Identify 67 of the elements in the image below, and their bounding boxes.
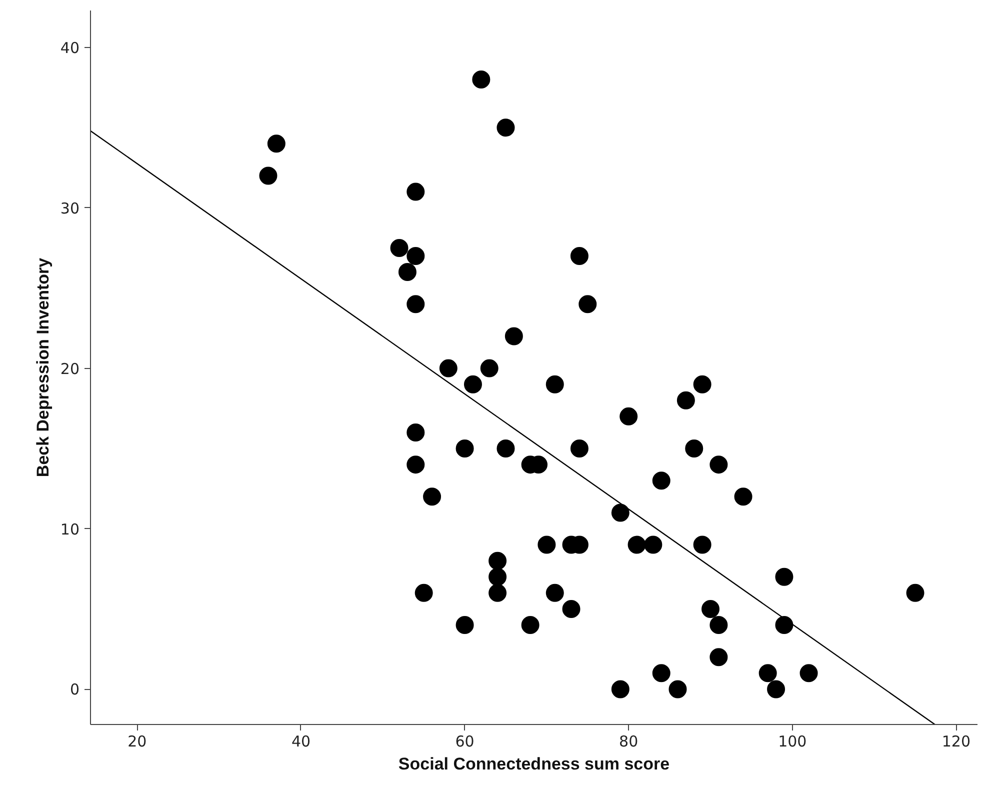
x-axis-title: Social Connectedness sum score	[398, 754, 670, 774]
y-tick-label: 0	[70, 680, 80, 699]
point	[652, 664, 670, 682]
y-tick-label: 20	[60, 360, 80, 378]
point	[406, 424, 425, 442]
point	[406, 295, 425, 314]
point	[546, 375, 564, 394]
point	[668, 680, 687, 698]
point	[546, 584, 564, 602]
point	[676, 391, 695, 410]
point	[652, 472, 670, 490]
point	[611, 680, 630, 698]
point	[775, 616, 794, 634]
point	[800, 664, 818, 682]
point	[620, 407, 638, 426]
point	[406, 182, 425, 201]
point	[693, 536, 712, 554]
x-tick-label: 60	[455, 732, 474, 750]
point	[398, 263, 416, 282]
point	[570, 440, 588, 458]
point	[702, 600, 720, 618]
point	[439, 359, 458, 378]
point	[685, 440, 704, 458]
point	[488, 584, 507, 602]
point	[488, 568, 507, 586]
point	[464, 375, 482, 394]
point	[538, 536, 556, 554]
point	[406, 456, 425, 474]
y-tick-label: 40	[60, 38, 80, 57]
point	[767, 680, 786, 698]
point	[521, 616, 540, 634]
point	[488, 552, 507, 570]
point	[570, 247, 588, 265]
point	[390, 238, 408, 257]
point	[578, 295, 597, 314]
point	[644, 536, 662, 554]
point	[456, 440, 474, 458]
point	[710, 648, 728, 666]
point	[423, 488, 442, 506]
point	[611, 504, 630, 522]
y-tick-label: 10	[60, 520, 80, 538]
x-tick-label: 120	[942, 732, 971, 750]
y-tick-label: 30	[60, 199, 80, 218]
point	[693, 375, 712, 394]
point	[710, 456, 728, 474]
point	[267, 134, 286, 153]
point	[775, 568, 794, 586]
point	[710, 616, 728, 634]
point	[628, 536, 646, 554]
point	[456, 616, 474, 634]
point	[906, 584, 924, 602]
x-tick-label: 40	[291, 732, 311, 750]
point	[504, 327, 523, 346]
y-axis-title: Beck Depression Inventory	[33, 257, 52, 478]
point	[259, 166, 278, 185]
point	[414, 584, 433, 602]
point	[406, 247, 425, 265]
x-tick-label: 80	[619, 732, 638, 750]
point	[472, 70, 490, 88]
point	[734, 488, 752, 506]
point	[562, 600, 580, 618]
x-tick-label: 100	[778, 732, 807, 750]
point	[480, 359, 498, 378]
point	[496, 440, 515, 458]
point	[496, 118, 515, 137]
x-tick-label: 20	[128, 732, 147, 750]
point	[758, 664, 777, 682]
